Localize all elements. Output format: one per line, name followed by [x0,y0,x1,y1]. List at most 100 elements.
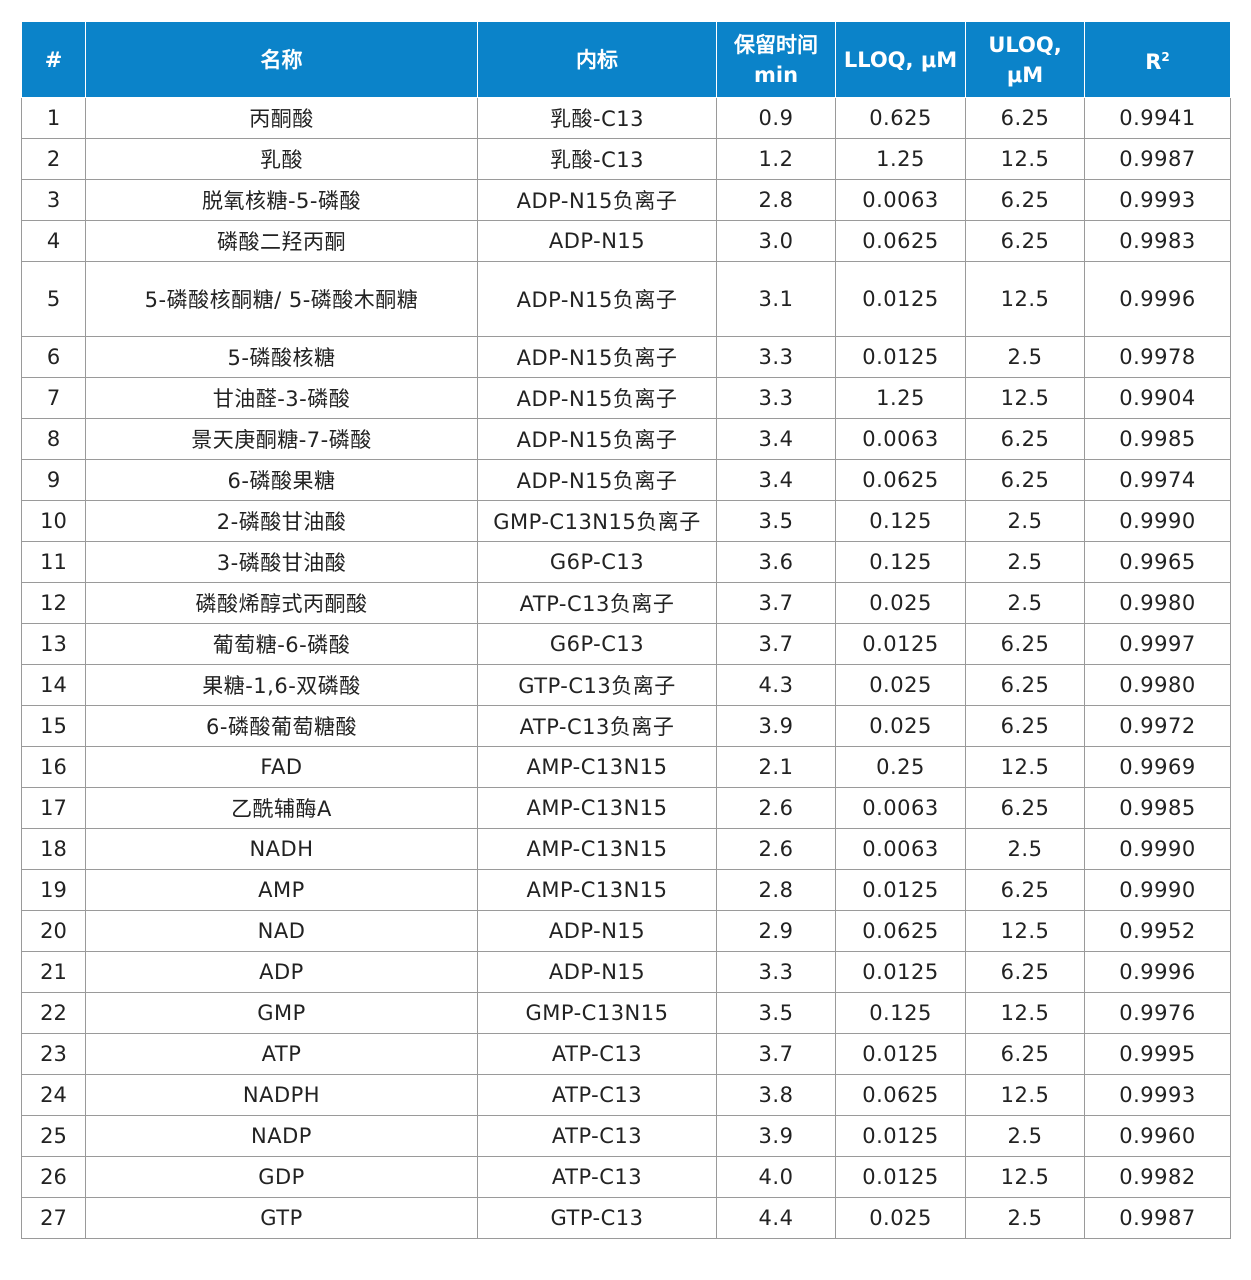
table-row: 10 2-磷酸甘油酸 GMP-C13N15负离子 3.5 0.125 2.5 0… [21,500,1231,542]
cell-r2: 0.9997 [1084,623,1231,665]
cell-lloq: 0.125 [835,992,966,1034]
table-row: 18 NADH AMP-C13N15 2.6 0.0063 2.5 0.9990 [21,828,1231,870]
cell-internal-standard: ADP-N15 [477,951,717,993]
cell-internal-standard: AMP-C13N15 [477,869,717,911]
cell-internal-standard: ATP-C13负离子 [477,705,717,747]
cell-index: 20 [21,910,86,952]
cell-name: 丙酮酸 [85,97,478,139]
cell-uloq: 12.5 [965,746,1085,788]
cell-internal-standard: ADP-N15负离子 [477,459,717,501]
cell-index: 6 [21,336,86,378]
cell-r2: 0.9987 [1084,1197,1231,1239]
cell-internal-standard: 乳酸-C13 [477,97,717,139]
table-row: 24 NADPH ATP-C13 3.8 0.0625 12.5 0.9993 [21,1074,1231,1116]
cell-internal-standard: ADP-N15 [477,910,717,952]
cell-name: 果糖-1,6-双磷酸 [85,664,478,706]
cell-lloq: 0.25 [835,746,966,788]
table-row: 25 NADP ATP-C13 3.9 0.0125 2.5 0.9960 [21,1115,1231,1157]
cell-name: 5-磷酸核糖 [85,336,478,378]
cell-uloq: 6.25 [965,418,1085,460]
cell-lloq: 0.0125 [835,869,966,911]
cell-uloq: 12.5 [965,377,1085,419]
cell-lloq: 0.0625 [835,1074,966,1116]
cell-retention-time: 2.9 [716,910,836,952]
cell-r2: 0.9904 [1084,377,1231,419]
cell-retention-time: 3.4 [716,418,836,460]
table-row: 7 甘油醛-3-磷酸 ADP-N15负离子 3.3 1.25 12.5 0.99… [21,377,1231,419]
cell-internal-standard: ADP-N15负离子 [477,418,717,460]
cell-uloq: 6.25 [965,220,1085,262]
table-row: 6 5-磷酸核糖 ADP-N15负离子 3.3 0.0125 2.5 0.997… [21,336,1231,378]
cell-r2: 0.9982 [1084,1156,1231,1198]
cell-name: NAD [85,910,478,952]
cell-uloq: 12.5 [965,138,1085,180]
cell-uloq: 2.5 [965,1115,1085,1157]
cell-lloq: 0.125 [835,500,966,542]
cell-r2: 0.9969 [1084,746,1231,788]
cell-lloq: 1.25 [835,138,966,180]
cell-index: 22 [21,992,86,1034]
cell-r2: 0.9980 [1084,664,1231,706]
header-lloq: LLOQ, μM [835,21,966,98]
cell-lloq: 0.0125 [835,261,966,337]
cell-lloq: 0.0125 [835,623,966,665]
table-row: 26 GDP ATP-C13 4.0 0.0125 12.5 0.9982 [21,1156,1231,1198]
cell-index: 1 [21,97,86,139]
header-row: # 名称 内标 保留时间 min LLOQ, μM ULOQ, μM R2 [21,21,1231,98]
cell-internal-standard: ATP-C13 [477,1033,717,1075]
cell-retention-time: 3.4 [716,459,836,501]
cell-r2: 0.9976 [1084,992,1231,1034]
cell-index: 14 [21,664,86,706]
cell-retention-time: 3.5 [716,992,836,1034]
cell-retention-time: 3.9 [716,705,836,747]
table-row: 11 3-磷酸甘油酸 G6P-C13 3.6 0.125 2.5 0.9965 [21,541,1231,583]
cell-retention-time: 3.1 [716,261,836,337]
cell-internal-standard: ATP-C13 [477,1156,717,1198]
cell-retention-time: 2.8 [716,869,836,911]
cell-uloq: 12.5 [965,1156,1085,1198]
cell-retention-time: 2.1 [716,746,836,788]
cell-uloq: 6.25 [965,97,1085,139]
cell-index: 11 [21,541,86,583]
cell-r2: 0.9990 [1084,869,1231,911]
cell-r2: 0.9952 [1084,910,1231,952]
cell-name: 甘油醛-3-磷酸 [85,377,478,419]
cell-retention-time: 3.8 [716,1074,836,1116]
cell-name: 磷酸二羟丙酮 [85,220,478,262]
cell-uloq: 6.25 [965,951,1085,993]
cell-internal-standard: ATP-C13负离子 [477,582,717,624]
table-row: 19 AMP AMP-C13N15 2.8 0.0125 6.25 0.9990 [21,869,1231,911]
cell-uloq: 12.5 [965,910,1085,952]
cell-internal-standard: GTP-C13 [477,1197,717,1239]
cell-name: 景天庚酮糖-7-磷酸 [85,418,478,460]
table-row: 3 脱氧核糖-5-磷酸 ADP-N15负离子 2.8 0.0063 6.25 0… [21,179,1231,221]
cell-uloq: 2.5 [965,336,1085,378]
cell-retention-time: 3.9 [716,1115,836,1157]
cell-name: 葡萄糖-6-磷酸 [85,623,478,665]
cell-r2: 0.9980 [1084,582,1231,624]
table-row: 4 磷酸二羟丙酮 ADP-N15 3.0 0.0625 6.25 0.9983 [21,220,1231,262]
table-body: 1 丙酮酸 乳酸-C13 0.9 0.625 6.25 0.9941 2 乳酸 … [21,97,1231,1239]
cell-uloq: 2.5 [965,500,1085,542]
header-internal-standard: 内标 [477,21,717,98]
cell-lloq: 0.0625 [835,220,966,262]
cell-name: 3-磷酸甘油酸 [85,541,478,583]
cell-index: 27 [21,1197,86,1239]
cell-uloq: 2.5 [965,541,1085,583]
cell-r2: 0.9985 [1084,787,1231,829]
table-row: 9 6-磷酸果糖 ADP-N15负离子 3.4 0.0625 6.25 0.99… [21,459,1231,501]
cell-internal-standard: AMP-C13N15 [477,828,717,870]
cell-lloq: 0.0063 [835,787,966,829]
cell-lloq: 0.0063 [835,418,966,460]
cell-index: 25 [21,1115,86,1157]
data-table: # 名称 内标 保留时间 min LLOQ, μM ULOQ, μM R2 1 … [21,21,1231,1239]
table-row: 27 GTP GTP-C13 4.4 0.025 2.5 0.9987 [21,1197,1231,1239]
cell-retention-time: 4.4 [716,1197,836,1239]
cell-name: FAD [85,746,478,788]
cell-index: 24 [21,1074,86,1116]
cell-internal-standard: ADP-N15负离子 [477,179,717,221]
cell-r2: 0.9995 [1084,1033,1231,1075]
cell-retention-time: 3.3 [716,951,836,993]
cell-lloq: 1.25 [835,377,966,419]
header-uloq: ULOQ, μM [965,21,1085,98]
